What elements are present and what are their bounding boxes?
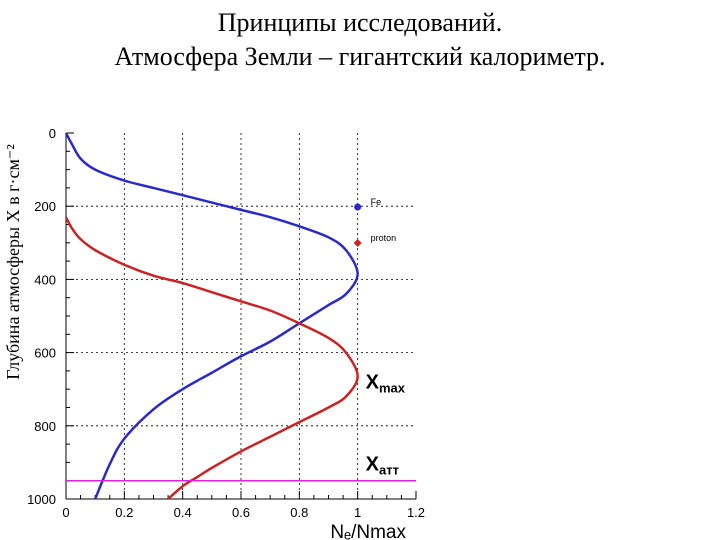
legend-label: proton	[371, 233, 397, 243]
legend-marker-fe	[354, 203, 362, 211]
x-tick-label: 0.4	[174, 505, 192, 520]
y-tick-label: 0	[49, 126, 56, 141]
y-tick-label: 600	[34, 346, 56, 361]
x-att-label: Xатт	[366, 454, 399, 478]
x-tick-label: 0.8	[290, 505, 308, 520]
slide-title-line1: Принципы исследований.	[217, 8, 503, 37]
legend-marker-proton	[353, 239, 362, 247]
slide-title-line2: Атмосфера Земли – гигантский калориметр.	[114, 42, 606, 71]
y-tick-label: 400	[34, 272, 56, 287]
fe-series-curve	[64, 132, 359, 500]
x-tick-label: 1.2	[407, 505, 425, 520]
x-tick-label: 0.6	[232, 505, 250, 520]
y-tick-label: 1000	[27, 492, 56, 507]
y-tick-label: 200	[34, 199, 56, 214]
legend-label: Fe	[371, 197, 382, 207]
x-tick-label: 0.2	[115, 505, 133, 520]
x-axis-label: Nₑ/Nmax	[330, 522, 406, 540]
x-tick-label: 0	[62, 505, 69, 520]
y-tick-label: 800	[34, 419, 56, 434]
x-tick-label: 1	[354, 505, 361, 520]
proton-series-curve	[64, 216, 359, 500]
x-max-label: Xmax	[366, 371, 406, 395]
